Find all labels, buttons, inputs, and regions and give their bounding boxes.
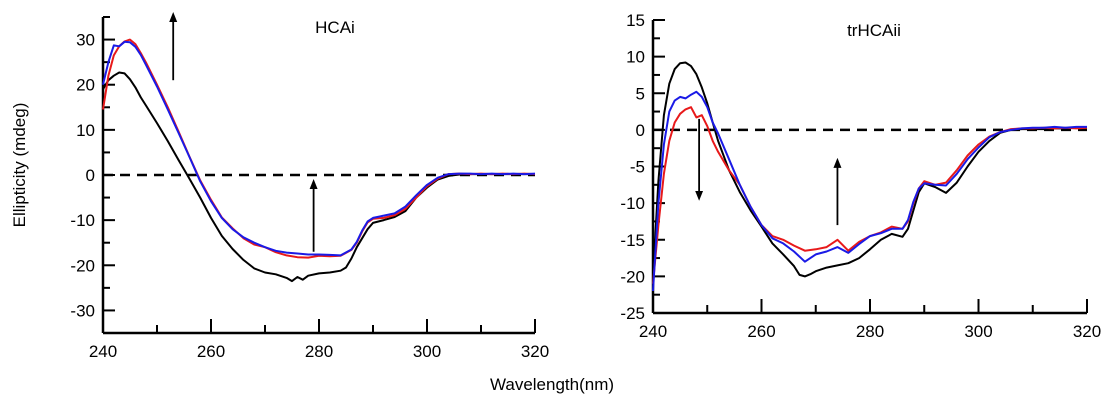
y-tick-label: -10: [70, 211, 95, 230]
y-tick-label: -5: [630, 158, 645, 177]
x-tick-label: 280: [856, 322, 884, 341]
y-tick-label: -30: [70, 301, 95, 320]
panel-title: HCAi: [315, 18, 355, 37]
y-tick-label: -20: [620, 267, 645, 286]
y-tick-label: 0: [86, 166, 95, 185]
y-tick-label: 10: [76, 121, 95, 140]
y-tick-label: -10: [620, 194, 645, 213]
series-line-2: [102, 40, 536, 257]
series-line-0: [102, 71, 535, 283]
panel-title: trHCAii: [847, 21, 901, 40]
y-tick-label: 10: [626, 48, 645, 67]
y-tick-label: -25: [620, 304, 645, 323]
y-tick-label: 30: [76, 31, 95, 50]
panel-trhcaii: 240 260 280 300 320 -25 -20 -15 -10 -5 0 5 10 15 trHCA…: [620, 11, 1101, 341]
y-tick-label: 20: [76, 76, 95, 95]
series-line-0: [652, 61, 1087, 278]
y-tick-label: 15: [626, 11, 645, 30]
y-tick-label: -15: [620, 231, 645, 250]
y-tick-label: 5: [636, 84, 645, 103]
x-tick-label: 240: [89, 342, 117, 361]
x-tick-label: 320: [1073, 322, 1101, 341]
x-tick-label: 280: [305, 342, 333, 361]
x-axis-title: Wavelength(nm): [490, 375, 614, 394]
x-tick-label: 320: [521, 342, 549, 361]
panel-hcai: 240 260 280 300 320 -30 -20 -10 0 10 20 30 HCAi: [70, 12, 549, 361]
y-axis-title: Ellipticity (mdeg): [10, 103, 29, 228]
series-line-1: [102, 38, 536, 259]
y-tick-label: -20: [70, 256, 95, 275]
series-line-2: [652, 90, 1087, 292]
x-tick-label: 260: [747, 322, 775, 341]
x-tick-label: 300: [413, 342, 441, 361]
x-tick-label: 300: [964, 322, 992, 341]
y-tick-label: 0: [636, 121, 645, 140]
x-tick-label: 240: [639, 322, 667, 341]
x-tick-label: 260: [197, 342, 225, 361]
